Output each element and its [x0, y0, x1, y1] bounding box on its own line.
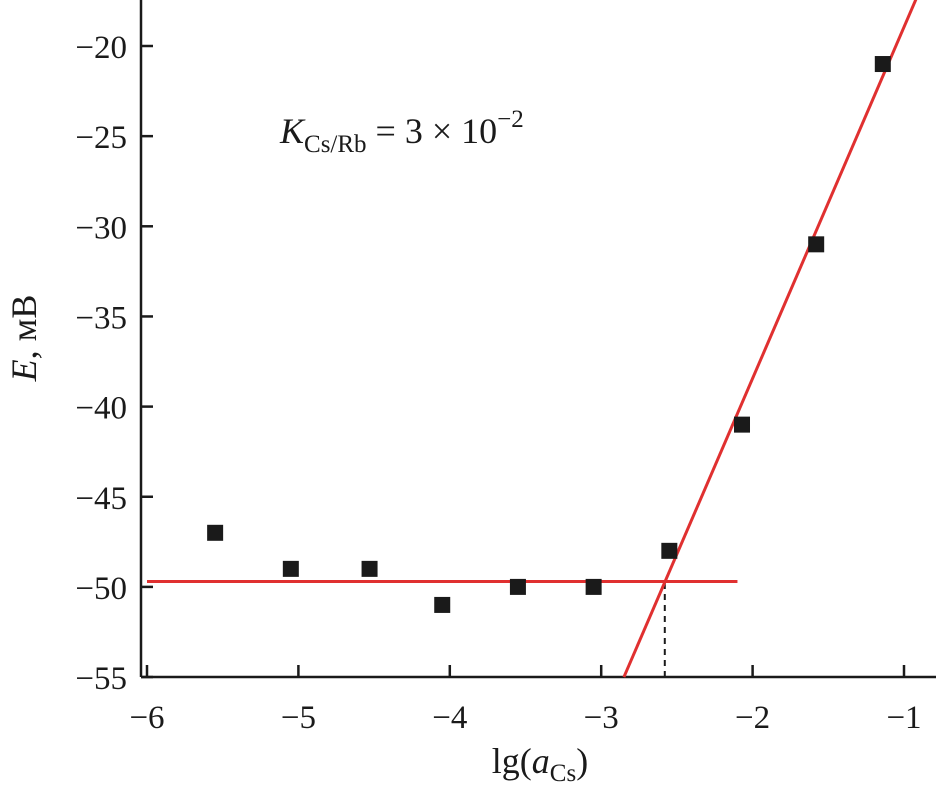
x-axis-title-var: a [532, 741, 550, 781]
x-tick-label: −5 [281, 700, 316, 736]
data-point [509, 578, 526, 595]
y-tick-label: −50 [75, 571, 127, 607]
y-tick-label: −40 [75, 391, 127, 427]
y-tick-label: −25 [75, 120, 127, 156]
y-tick-label: −35 [75, 300, 127, 336]
x-tick-label: −2 [735, 700, 770, 736]
tick-labels: −6 −5 −4 −3 −2 −1 −55 −50 −45 −40 −35 −30 −25 −20 [75, 30, 921, 736]
data-point [585, 578, 602, 595]
y-axis-title-var: E [4, 359, 44, 382]
annotation-text: = 3 × 10 [367, 111, 498, 151]
data-point [734, 416, 751, 433]
x-axis-title-close: ) [576, 741, 588, 781]
y-tick-label: −20 [75, 30, 127, 66]
y-tick-label: −55 [75, 661, 127, 697]
annotation-var: K [279, 111, 306, 151]
x-tick-label: −4 [432, 700, 467, 736]
fit-line-slope [622, 0, 918, 678]
x-axis-title-base: lg( [492, 741, 532, 781]
annotation-selectivity: KCs/Rb = 3 × 10−2 [279, 106, 524, 158]
x-tick-label: −6 [129, 700, 164, 736]
y-axis-title-unit: , мВ [4, 295, 44, 360]
y-tick-label: −30 [75, 210, 127, 246]
axes [139, 0, 936, 679]
y-axis-title: E, мВ [4, 295, 44, 383]
tick-marks [141, 44, 906, 679]
y-tick-label: −45 [75, 481, 127, 517]
x-tick-label: −3 [584, 700, 619, 736]
x-axis-title-sub: Cs [550, 760, 576, 787]
annotation-sup: −2 [497, 106, 524, 133]
data-point [207, 524, 224, 541]
annotation-sub: Cs/Rb [304, 131, 367, 158]
data-point [874, 56, 891, 73]
data-point [361, 560, 378, 577]
data-point [808, 236, 825, 253]
x-tick-label: −1 [886, 700, 921, 736]
data-point [661, 542, 678, 559]
data-point [282, 560, 299, 577]
data-points [207, 56, 891, 613]
x-axis-title: lg(aCs) [492, 741, 588, 787]
fit-lines [147, 0, 918, 678]
data-point [434, 596, 451, 613]
